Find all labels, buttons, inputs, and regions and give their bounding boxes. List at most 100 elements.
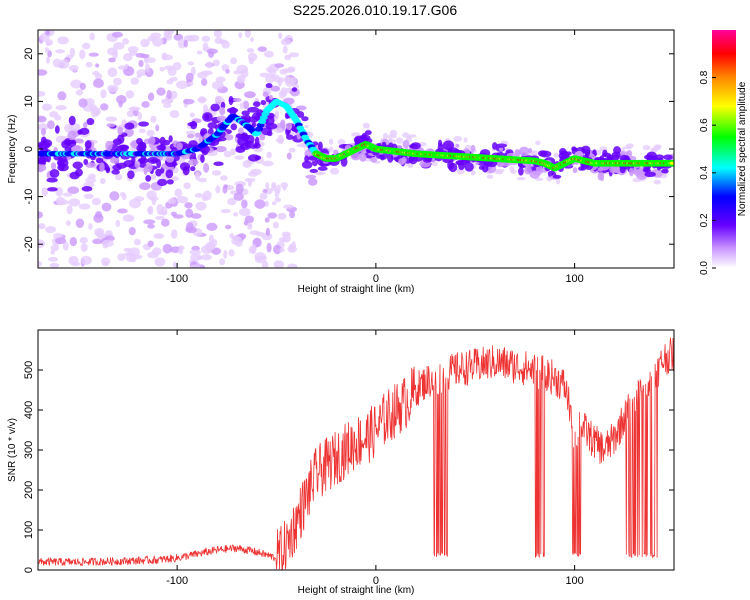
heatmap-noise-blob [147,92,155,101]
heatmap-noise-blob [38,261,42,267]
heatmap-cloud-blob [572,167,578,174]
heatmap-noise-blob [146,129,155,137]
heatmap-noise-blob [67,186,80,194]
heatmap-cloud-blob [535,165,543,173]
heatmap-noise-blob [68,198,81,207]
heatmap-noise-blob [246,48,255,53]
heatmap-noise-blob [189,112,195,118]
heatmap-noise-blob [186,133,195,139]
heatmap-noise-blob [155,124,160,132]
heatmap-cloud-blob [81,186,93,192]
heatmap-cloud-blob [194,132,201,138]
heatmap-noise-blob [69,236,77,247]
heatmap-noise-blob [167,67,177,76]
heatmap-noise-blob [141,100,150,108]
heatmap-noise-blob [38,116,47,123]
heatmap-cloud-blob [39,157,49,163]
heatmap-cloud-blob [265,122,278,130]
heatmap-cloud-blob [254,155,261,160]
heatmap-cloud-blob [578,166,585,171]
heatmap-noise-blob [107,47,118,56]
heatmap-noise-blob [190,66,196,76]
heatmap-cloud-blob [83,158,89,165]
heatmap-noise-blob [68,64,79,72]
heatmap-ytick-label: 0 [23,146,35,152]
heatmap-noise-blob [494,170,503,175]
heatmap-noise-blob [189,249,201,255]
heatmap-cloud-blob [633,167,642,176]
heatmap-noise-blob [62,241,69,251]
heatmap-noise-blob [38,239,46,249]
heatmap-noise-blob [117,208,128,214]
heatmap-noise-blob [145,63,150,73]
heatmap-noise-blob [274,197,281,203]
heatmap-noise-blob [45,30,51,36]
heatmap-cloud-blob [224,134,234,141]
heatmap-cloud-blob [46,177,58,183]
heatmap-noise-blob [228,249,235,257]
heatmap-noise-blob [170,229,178,239]
heatmap-noise-blob [171,176,180,182]
heatmap-noise-blob [201,35,211,43]
heatmap-noise-blob [82,42,91,50]
heatmap-noise-blob [109,191,120,201]
heatmap-cloud-blob [137,157,149,164]
heatmap-noise-blob [535,140,541,146]
heatmap-noise-blob [41,187,48,197]
heatmap-noise-blob [47,120,55,130]
heatmap-noise-blob [642,144,651,151]
heatmap-cloud-blob [202,112,213,122]
heatmap-cloud-blob [237,136,249,146]
heatmap-cloud-blob [379,155,385,161]
colorbar-tick-label: 0.2 [699,213,710,227]
heatmap-noise-blob [168,30,174,35]
heatmap-noise-blob [101,202,112,212]
heatmap-noise-blob [78,98,88,108]
heatmap-cloud-blob [138,121,149,127]
heatmap-cloud-blob [518,167,524,176]
heatmap-noise-blob [263,50,274,58]
heatmap-cloud-blob [304,155,310,163]
heatmap-noise-blob [54,115,62,121]
heatmap-noise-blob [233,192,244,201]
snr-xtick-label: -100 [166,575,188,587]
heatmap-noise-blob [108,57,116,63]
heatmap-noise-blob [266,151,272,159]
heatmap-noise-blob [277,78,283,87]
heatmap-noise-blob [262,189,268,194]
colorbar-ticks: 0.0 0.2 0.4 0.6 0.8 [699,70,716,275]
heatmap-noise-blob [147,35,156,42]
heatmap-noise-blob [185,208,194,219]
heatmap-cloud-blob [260,100,267,106]
heatmap-noise-blob [277,212,287,220]
heatmap-noise-blob [286,152,292,160]
heatmap-noise-blob [45,56,51,64]
heatmap-noise-blob [190,213,202,219]
heatmap-noise-blob [242,100,250,110]
heatmap-noise-blob [463,137,468,143]
heatmap-noise-blob [152,247,162,256]
heatmap-noise-blob [95,63,100,68]
heatmap-cloud-blob [50,162,57,170]
heatmap-cloud-blob [628,167,634,177]
heatmap-cloud-blob [464,162,474,172]
heatmap-cloud-blob [524,166,533,175]
heatmap-cloud-blob [270,85,281,92]
heatmap-noise-blob [161,218,170,227]
heatmap-ytick-label: 20 [23,48,35,60]
heatmap-noise-blob [150,173,157,180]
heatmap-noise-blob [128,106,141,111]
heatmap-noise-blob [105,116,118,122]
heatmap-noise-blob [500,140,508,144]
heatmap-noise-blob [130,77,139,85]
heatmap-cloud-blob [259,133,266,141]
heatmap-noise-blob [122,214,135,222]
heatmap-noise-blob [201,195,208,201]
heatmap-noise-blob [287,66,296,73]
heatmap-noise-blob [45,39,54,46]
heatmap-noise-blob [156,87,166,96]
heatmap-noise-blob [653,179,662,185]
heatmap-noise-blob [96,229,103,239]
heatmap-noise-blob [55,237,67,245]
